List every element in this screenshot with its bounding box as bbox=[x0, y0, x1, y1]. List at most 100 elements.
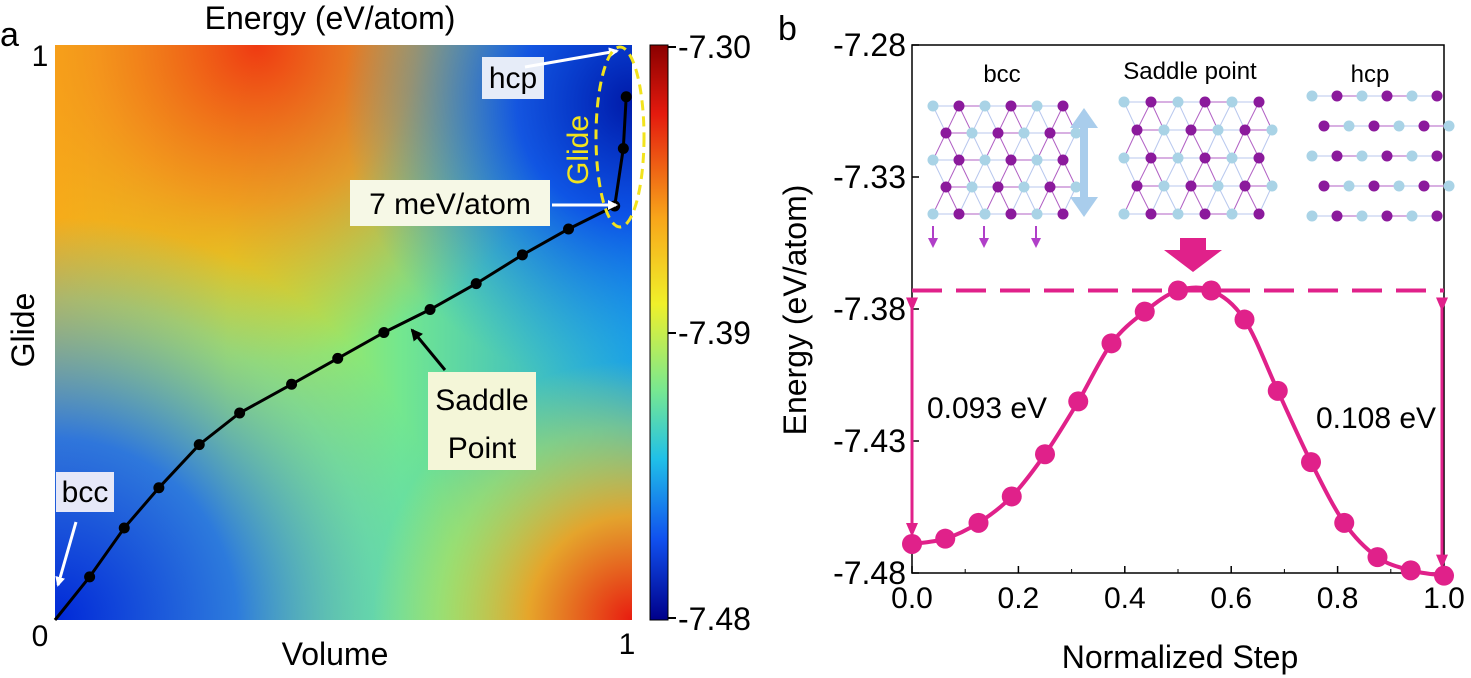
hcp-arrow bbox=[524, 47, 619, 69]
atom bbox=[1199, 208, 1211, 220]
atom bbox=[1131, 124, 1143, 136]
colorbar bbox=[649, 44, 669, 621]
shuffle-arrowhead bbox=[1031, 238, 1041, 248]
atom bbox=[979, 100, 991, 112]
atom bbox=[953, 154, 965, 166]
atom bbox=[1118, 208, 1130, 220]
atom bbox=[1418, 120, 1430, 132]
path-point bbox=[470, 278, 482, 290]
atom bbox=[1199, 152, 1211, 164]
atom bbox=[1368, 120, 1380, 132]
atom bbox=[1212, 180, 1224, 192]
x-tick-label: 0.8 bbox=[1317, 582, 1359, 615]
energy-point bbox=[1367, 547, 1388, 568]
atom bbox=[1057, 100, 1069, 112]
x-tick-label: 1.0 bbox=[1423, 582, 1465, 615]
atom bbox=[1239, 180, 1251, 192]
energy-point bbox=[968, 512, 989, 533]
bcc-shuffle-arrows bbox=[928, 226, 1041, 248]
line-chart-axes: 0.0 0.2 0.4 0.6 0.8 1.0 -7.28 -7.33 -7.38 -7.43 -7… bbox=[833, 27, 1465, 615]
atom bbox=[1381, 210, 1393, 222]
energy-point bbox=[1201, 280, 1222, 301]
plot-frame bbox=[911, 44, 1445, 574]
y-tick-label: 0 bbox=[32, 620, 49, 653]
atom bbox=[1172, 208, 1184, 220]
atom bbox=[1172, 152, 1184, 164]
bcc-arrow bbox=[55, 521, 78, 587]
atom bbox=[1266, 124, 1278, 136]
atom bbox=[1212, 124, 1224, 136]
hcp-lattice bbox=[1306, 90, 1455, 222]
atom bbox=[1356, 150, 1368, 162]
path-point bbox=[84, 571, 96, 583]
atom bbox=[1018, 181, 1030, 193]
saddle-label-line2: Point bbox=[448, 432, 517, 465]
shuffle-arrowhead bbox=[979, 238, 989, 248]
atom bbox=[1343, 120, 1355, 132]
atom bbox=[1406, 210, 1418, 222]
atom bbox=[1253, 152, 1265, 164]
x-tick-label: 0.4 bbox=[1104, 582, 1146, 615]
atom bbox=[1431, 90, 1443, 102]
atom bbox=[1145, 208, 1157, 220]
panel-a-label: a bbox=[0, 16, 19, 54]
colorbar-tick-label: -7.30 bbox=[678, 29, 751, 65]
bcc-label: bcc bbox=[62, 476, 109, 509]
bcc-label-box bbox=[56, 472, 114, 512]
atom bbox=[992, 181, 1004, 193]
atom bbox=[1044, 181, 1056, 193]
x-tick-label: 1 bbox=[619, 628, 636, 661]
path-point bbox=[332, 352, 344, 364]
atom bbox=[1331, 90, 1343, 102]
atom bbox=[953, 208, 965, 220]
atom bbox=[1031, 100, 1043, 112]
energy-point bbox=[1334, 512, 1355, 533]
atom bbox=[1406, 150, 1418, 162]
y-tick-label: 1 bbox=[32, 40, 49, 73]
atom bbox=[1318, 120, 1330, 132]
path-point bbox=[234, 407, 246, 419]
atom bbox=[1393, 120, 1405, 132]
strain-double-arrow bbox=[1070, 108, 1098, 217]
atom bbox=[1145, 96, 1157, 108]
path-point bbox=[193, 439, 205, 451]
energy-point bbox=[1068, 391, 1089, 412]
energy-curve bbox=[902, 280, 1454, 586]
atom bbox=[940, 181, 952, 193]
path-point bbox=[286, 378, 298, 390]
energy-point bbox=[1168, 280, 1188, 301]
atom bbox=[1158, 180, 1170, 192]
atom bbox=[1005, 154, 1017, 166]
energy-point bbox=[902, 533, 922, 554]
energy-point bbox=[1234, 309, 1255, 330]
atom bbox=[1005, 208, 1017, 220]
atom bbox=[1172, 96, 1184, 108]
atom bbox=[1343, 180, 1355, 192]
shuffle-arrowhead bbox=[928, 238, 938, 248]
atom bbox=[1057, 154, 1069, 166]
atom bbox=[1331, 150, 1343, 162]
heatmap-title: Energy (eV/atom) bbox=[205, 0, 456, 36]
path-point bbox=[424, 304, 436, 315]
energy-point bbox=[1001, 486, 1022, 507]
path-line bbox=[53, 96, 628, 621]
atom bbox=[1199, 96, 1211, 108]
atom bbox=[1070, 127, 1082, 139]
energy-point bbox=[1134, 301, 1155, 322]
panel-b-label: b bbox=[778, 10, 797, 48]
atom bbox=[966, 181, 978, 193]
colorbar-tick-label: -7.39 bbox=[678, 315, 751, 351]
atom bbox=[1044, 127, 1056, 139]
atom bbox=[966, 127, 978, 139]
atom bbox=[927, 100, 939, 112]
atom bbox=[1306, 150, 1318, 162]
y-tick-label: -7.28 bbox=[833, 27, 906, 63]
atom bbox=[1131, 180, 1143, 192]
x-tick-label: 0.2 bbox=[998, 582, 1040, 615]
energy-point bbox=[1434, 565, 1454, 586]
atom bbox=[1368, 180, 1380, 192]
y-tick-label: -7.43 bbox=[833, 423, 906, 459]
y-axis-label: Glide bbox=[5, 293, 41, 368]
atom bbox=[1306, 90, 1318, 102]
